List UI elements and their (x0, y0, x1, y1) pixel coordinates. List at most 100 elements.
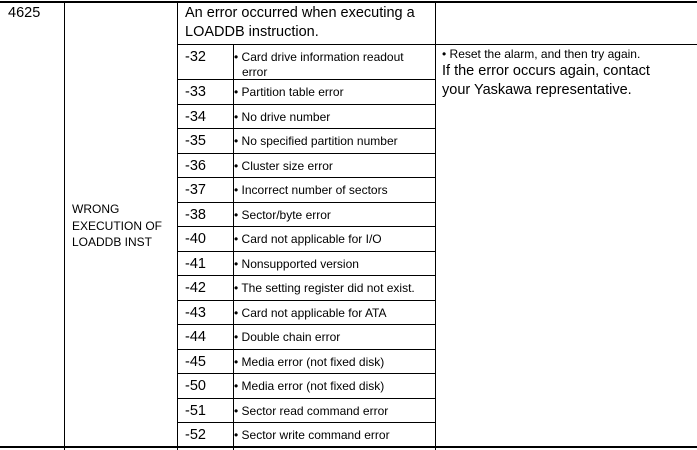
row-divider (177, 250, 435, 252)
subcode-description: • Cluster size error (234, 159, 333, 174)
row-divider (177, 226, 435, 227)
subcode-row: -45 • Media error (not fixed disk) (177, 350, 435, 374)
subcode-description-line: error (242, 65, 268, 79)
subcode: -50 (185, 378, 206, 394)
subcode-description: • Nonsupported version (234, 257, 359, 272)
subcode: -40 (185, 231, 206, 247)
remedy-line: If the error occurs again, contact (442, 63, 650, 79)
row-divider (177, 152, 435, 154)
subcode-row: -34 • No drive number (177, 105, 435, 129)
subcode-row: -38 • Sector/byte error (177, 203, 435, 227)
subcode-description-line: • Sector write command error (234, 428, 390, 442)
subcode: -35 (185, 133, 206, 149)
subcode-description-line: • Partition table error (234, 85, 344, 99)
subcode-row: -52 • Sector write command error (177, 423, 435, 448)
subcode: -38 (185, 206, 206, 223)
subcode-description: • Incorrect number of sectors (234, 183, 388, 198)
row-divider (177, 348, 435, 350)
subcode-row: -36 • Cluster size error (177, 154, 435, 178)
subcode-description-line: • Card not applicable for ATA (234, 305, 387, 320)
subcode-description: • Sector write command error (234, 428, 390, 443)
subcode-row: -43 • Card not applicable for ATA (177, 301, 435, 325)
subcode-description: • The setting register did not exist. (234, 281, 415, 296)
subcode: -34 (185, 108, 206, 125)
subcode-row: -42 • The setting register did not exist. (177, 276, 435, 301)
subcode-description-line: • No specified partition number (234, 134, 398, 148)
column-divider (64, 1, 65, 450)
subcode-description: • Sector read command error (234, 404, 388, 419)
subcode-description: • Sector/byte error (234, 208, 331, 223)
subcode-description: • Media error (not fixed disk) (234, 379, 384, 394)
subcode-description-line: • Media error (not fixed disk) (234, 379, 385, 393)
row-divider (177, 103, 435, 105)
subcode: -52 (185, 427, 206, 443)
row-divider (177, 177, 435, 178)
subcode-row: -44 • Double chain error (177, 325, 435, 350)
subcode-description-line: • Media error (not fixed disk) (234, 354, 385, 369)
description-line: LOADDB instruction. (185, 24, 319, 40)
column-divider (177, 1, 178, 450)
description-line: An error occurred when executing a (185, 5, 415, 21)
column-divider (435, 1, 436, 450)
subcode: -44 (185, 329, 206, 345)
subcode-description-line: • Double chain error (234, 330, 341, 344)
row-divider (177, 299, 435, 301)
top-border (0, 1, 697, 3)
subcode-description-line: • Cluster size error (234, 158, 333, 173)
subcode-description-line: • Card drive information readout (234, 50, 404, 64)
subcode: -32 (185, 49, 206, 65)
bottom-border (0, 446, 697, 448)
row-divider (177, 201, 435, 203)
header-divider (177, 44, 697, 45)
subcode-description-line: • Card not applicable for I/O (234, 232, 382, 246)
alarm-description: An error occurred when executing a LOADD… (185, 4, 415, 42)
subcode-description-line: • The setting register did not exist. (234, 281, 415, 295)
row-divider (177, 397, 435, 399)
column-divider (233, 45, 234, 450)
subcode-description: • Card drive information readout error (234, 50, 404, 80)
subcode: -36 (185, 157, 206, 174)
row-divider (177, 275, 435, 276)
remedy: • Reset the alarm, and then try again. I… (442, 47, 650, 100)
alarm-name-line: LOADDB INST (72, 235, 153, 249)
subcode-row: -37 • Incorrect number of sectors (177, 178, 435, 203)
subcode-description-line: • Sector/byte error (234, 207, 331, 222)
subcode-row: -33 • Partition table error (177, 80, 435, 105)
subcode-row: -41 • Nonsupported version (177, 252, 435, 276)
row-divider (177, 373, 435, 374)
subcode-description: • No drive number (234, 110, 330, 125)
subcode: -51 (185, 402, 206, 419)
subcode-description: • No specified partition number (234, 134, 398, 149)
row-divider (177, 324, 435, 325)
subcode-description-line: • No drive number (234, 109, 331, 124)
subcode-row: -40 • Card not applicable for I/O (177, 227, 435, 252)
subcode: -42 (185, 280, 206, 296)
alarm-code: 4625 (8, 5, 41, 21)
subcode-description-line: • Nonsupported version (234, 256, 359, 271)
subcode-description: • Double chain error (234, 330, 340, 345)
subcode-description: • Media error (not fixed disk) (234, 355, 384, 370)
subcode-description: • Card not applicable for ATA (234, 306, 387, 321)
row-divider (177, 128, 435, 129)
subcode-description: • Partition table error (234, 85, 344, 100)
subcode: -37 (185, 182, 206, 198)
subcode: -33 (185, 84, 206, 100)
subcode-row: -32 • Card drive information readout error (177, 45, 435, 80)
subcode: -43 (185, 304, 206, 321)
subcode-description: • Card not applicable for I/O (234, 232, 382, 247)
subcode-description-line: • Incorrect number of sectors (234, 183, 388, 197)
remedy-line: your Yaskawa representative. (442, 82, 632, 98)
subcode: -45 (185, 353, 206, 370)
alarm-name-line: EXECUTION OF (72, 218, 163, 233)
remedy-bullet: • Reset the alarm, and then try again. (442, 47, 641, 61)
subcode-description-line: • Sector read command error (234, 403, 389, 418)
alarm-name: WRONG EXECUTION OF LOADDB INST (72, 201, 162, 251)
row-divider (177, 79, 435, 80)
subcode: -41 (185, 255, 206, 272)
subcode-row: -35 • No specified partition number (177, 129, 435, 154)
row-divider (177, 422, 435, 423)
subcode-row: -50 • Media error (not fixed disk) (177, 374, 435, 399)
alarm-name-line: WRONG (72, 202, 120, 216)
subcode-row: -51 • Sector read command error (177, 399, 435, 423)
